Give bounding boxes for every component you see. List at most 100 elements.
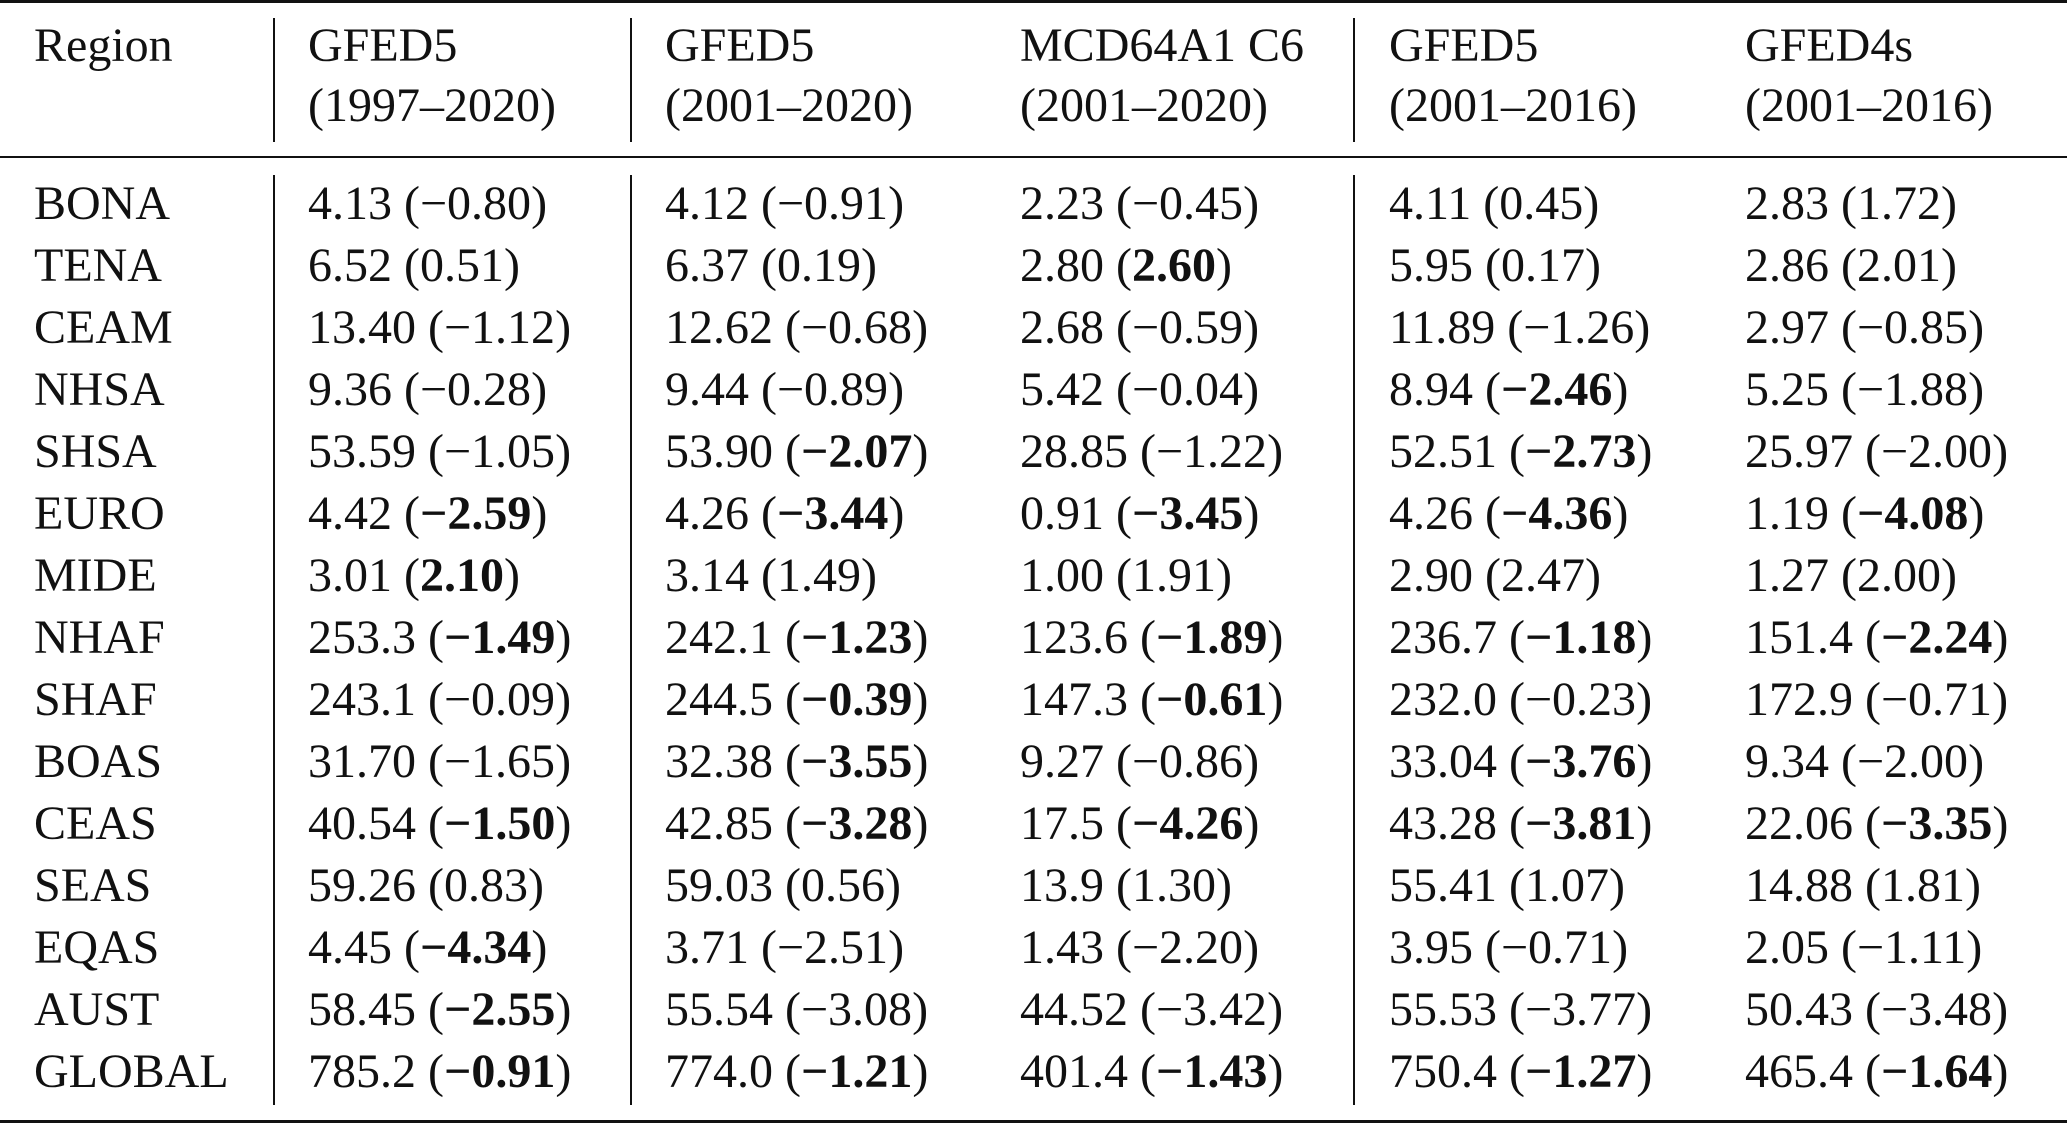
table-cell: 53.59 (−1.05): [308, 425, 572, 478]
table-cell: 5.42 (−0.04): [1020, 363, 1260, 416]
cell-value: 172.9: [1745, 673, 1853, 726]
region-label: MIDE: [34, 549, 157, 602]
cell-trend: 0.83: [443, 859, 528, 912]
table-cell: 17.5 (−4.26): [1020, 797, 1260, 850]
table-cell: 1.00 (1.91): [1020, 549, 1232, 602]
table-cell: 2.97 (−0.85): [1745, 301, 1985, 354]
cell-trend: −3.77: [1524, 983, 1637, 1036]
cell-value: 232.0: [1389, 673, 1497, 726]
table-cell: 172.9 (−0.71): [1745, 673, 2009, 726]
table-cell: 4.11 (0.45): [1389, 177, 1600, 230]
cell-trend: −2.59: [419, 487, 532, 540]
cell-trend: −3.81: [1524, 797, 1637, 850]
cell-value: 59.03: [665, 859, 773, 912]
cell-value: 0.91: [1020, 487, 1104, 540]
cell-trend: −0.85: [1856, 301, 1969, 354]
cell-value: 2.68: [1020, 301, 1104, 354]
region-label: BOAS: [34, 735, 163, 788]
table-cell: 2.68 (−0.59): [1020, 301, 1260, 354]
header-col-5-line1: GFED4s: [1745, 19, 1914, 72]
table-cell: 243.1 (−0.09): [308, 673, 572, 726]
cell-value: 2.23: [1020, 177, 1104, 230]
table-cell: 55.54 (−3.08): [665, 983, 929, 1036]
cell-value: 53.59: [308, 425, 416, 478]
cell-value: 4.42: [308, 487, 392, 540]
region-label: BONA: [34, 177, 171, 230]
cell-value: 3.95: [1389, 921, 1473, 974]
cell-trend: −0.71: [1500, 921, 1613, 974]
table-cell: 0.91 (−3.45): [1020, 487, 1260, 540]
cell-value: 13.9: [1020, 859, 1104, 912]
cell-value: 244.5: [665, 673, 773, 726]
cell-value: 9.27: [1020, 735, 1104, 788]
cell-value: 2.97: [1745, 301, 1829, 354]
table-cell: 5.25 (−1.88): [1745, 363, 1985, 416]
cell-value: 147.3: [1020, 673, 1128, 726]
cell-trend: −1.64: [1880, 1045, 1993, 1098]
header-col-3-line1: MCD64A1 C6: [1020, 19, 1305, 72]
cell-value: 5.25: [1745, 363, 1829, 416]
cell-trend: 1.81: [1880, 859, 1965, 912]
cell-trend: −0.23: [1524, 673, 1637, 726]
cell-trend: −1.23: [800, 611, 913, 664]
table-cell: 123.6 (−1.89): [1020, 611, 1284, 664]
region-label: GLOBAL: [34, 1045, 229, 1098]
table-cell: 50.43 (−3.48): [1745, 983, 2009, 1036]
table-cell: 59.26 (0.83): [308, 859, 544, 912]
cell-trend: 1.72: [1856, 177, 1941, 230]
table-cell: 9.27 (−0.86): [1020, 735, 1260, 788]
column-divider: [630, 175, 632, 1105]
header-col-5-line2: (2001–2016): [1745, 79, 1993, 132]
cell-trend: 2.00: [1856, 549, 1941, 602]
cell-value: 50.43: [1745, 983, 1853, 1036]
cell-trend: −1.50: [443, 797, 556, 850]
table-cell: 4.26 (−4.36): [1389, 487, 1629, 540]
cell-value: 243.1: [308, 673, 416, 726]
cell-trend: −1.11: [1856, 921, 1967, 974]
cell-value: 2.86: [1745, 239, 1829, 292]
cell-value: 2.83: [1745, 177, 1829, 230]
table-cell: 3.71 (−2.51): [665, 921, 905, 974]
cell-value: 4.12: [665, 177, 749, 230]
table-cell: 55.41 (1.07): [1389, 859, 1625, 912]
cell-trend: −0.91: [443, 1045, 556, 1098]
cell-value: 9.44: [665, 363, 749, 416]
cell-value: 43.28: [1389, 797, 1497, 850]
table-cell: 12.62 (−0.68): [665, 301, 929, 354]
cell-value: 22.06: [1745, 797, 1853, 850]
cell-trend: −0.86: [1131, 735, 1244, 788]
cell-trend: −4.26: [1131, 797, 1244, 850]
header-col-4-line2: (2001–2016): [1389, 79, 1637, 132]
cell-trend: −3.08: [800, 983, 913, 1036]
cell-value: 4.26: [1389, 487, 1473, 540]
table-cell: 4.45 (−4.34): [308, 921, 548, 974]
table-cell: 2.90 (2.47): [1389, 549, 1601, 602]
cell-value: 28.85: [1020, 425, 1128, 478]
table-cell: 44.52 (−3.42): [1020, 983, 1284, 1036]
cell-value: 55.53: [1389, 983, 1497, 1036]
cell-value: 8.94: [1389, 363, 1473, 416]
column-divider: [1353, 18, 1355, 142]
table-cell: 401.4 (−1.43): [1020, 1045, 1284, 1098]
region-label: SHSA: [34, 425, 157, 478]
table-cell: 40.54 (−1.50): [308, 797, 572, 850]
cell-value: 40.54: [308, 797, 416, 850]
cell-trend: −3.45: [1131, 487, 1244, 540]
table-cell: 236.7 (−1.18): [1389, 611, 1653, 664]
region-label: CEAM: [34, 301, 173, 354]
header-rule: [0, 156, 2067, 158]
cell-value: 9.36: [308, 363, 392, 416]
header-col-4-line1: GFED5: [1389, 19, 1539, 72]
cell-trend: 2.47: [1500, 549, 1585, 602]
table-cell: 9.44 (−0.89): [665, 363, 905, 416]
region-label: TENA: [34, 239, 162, 292]
table-cell: 9.36 (−0.28): [308, 363, 548, 416]
region-label: EQAS: [34, 921, 160, 974]
table-cell: 147.3 (−0.61): [1020, 673, 1284, 726]
table-cell: 3.95 (−0.71): [1389, 921, 1629, 974]
table-cell: 244.5 (−0.39): [665, 673, 929, 726]
cell-value: 53.90: [665, 425, 773, 478]
cell-trend: 0.56: [800, 859, 885, 912]
header-col-2-line2: (2001–2020): [665, 79, 913, 132]
cell-trend: −0.39: [800, 673, 913, 726]
